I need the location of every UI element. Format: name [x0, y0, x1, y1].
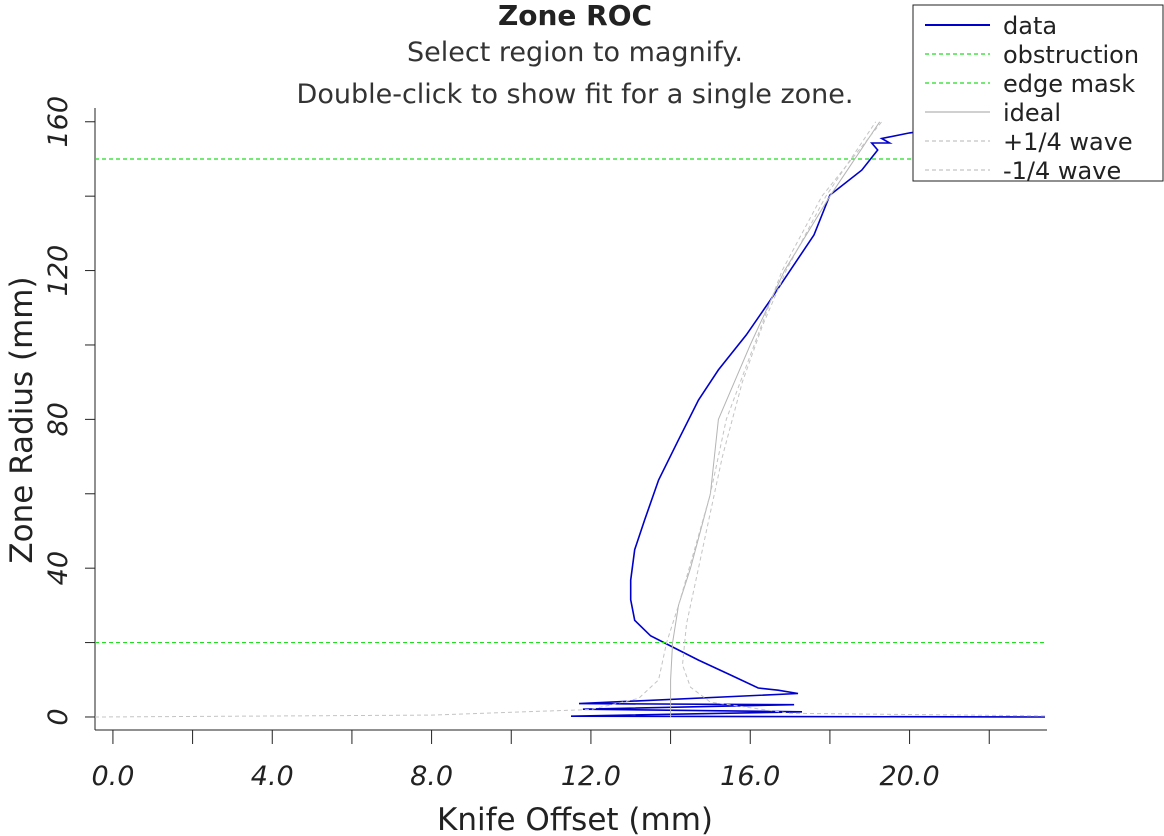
x-tick-label: 16.0 — [720, 761, 780, 792]
chart-subtitle: Select region to magnify. — [407, 37, 743, 68]
x-tick-label: 12.0 — [561, 761, 621, 792]
y-tick-label: 40 — [43, 551, 74, 585]
legend-label: -1/4 wave — [1003, 157, 1121, 185]
data-line — [570, 123, 1046, 718]
y-tick-label: 120 — [43, 245, 74, 297]
chart-title: Zone ROC — [498, 0, 652, 32]
y-axis-label: Zone Radius (mm) — [4, 276, 40, 563]
legend-label: ideal — [1003, 99, 1061, 127]
plot-area — [95, 121, 1047, 718]
chart-subtitle: Double-click to show fit for a single zo… — [297, 79, 854, 110]
y-tick-label: 80 — [43, 402, 74, 436]
x-axis-label: Knife Offset (mm) — [437, 802, 713, 836]
x-tick-label: 4.0 — [251, 761, 294, 792]
y-tick-label: 0 — [43, 708, 74, 725]
x-tick-label: 20.0 — [880, 761, 940, 792]
legend-label: +1/4 wave — [1003, 128, 1133, 156]
data-line — [95, 121, 883, 718]
data-line — [681, 121, 1046, 717]
legend-label: obstruction — [1003, 41, 1139, 69]
data-line — [670, 121, 881, 717]
x-tick-label: 0.0 — [91, 761, 134, 792]
legend-label: data — [1003, 12, 1057, 40]
legend — [912, 4, 1164, 182]
legend-label: edge mask — [1003, 70, 1135, 98]
y-tick-label: 160 — [43, 96, 74, 148]
x-tick-label: 8.0 — [410, 761, 453, 792]
